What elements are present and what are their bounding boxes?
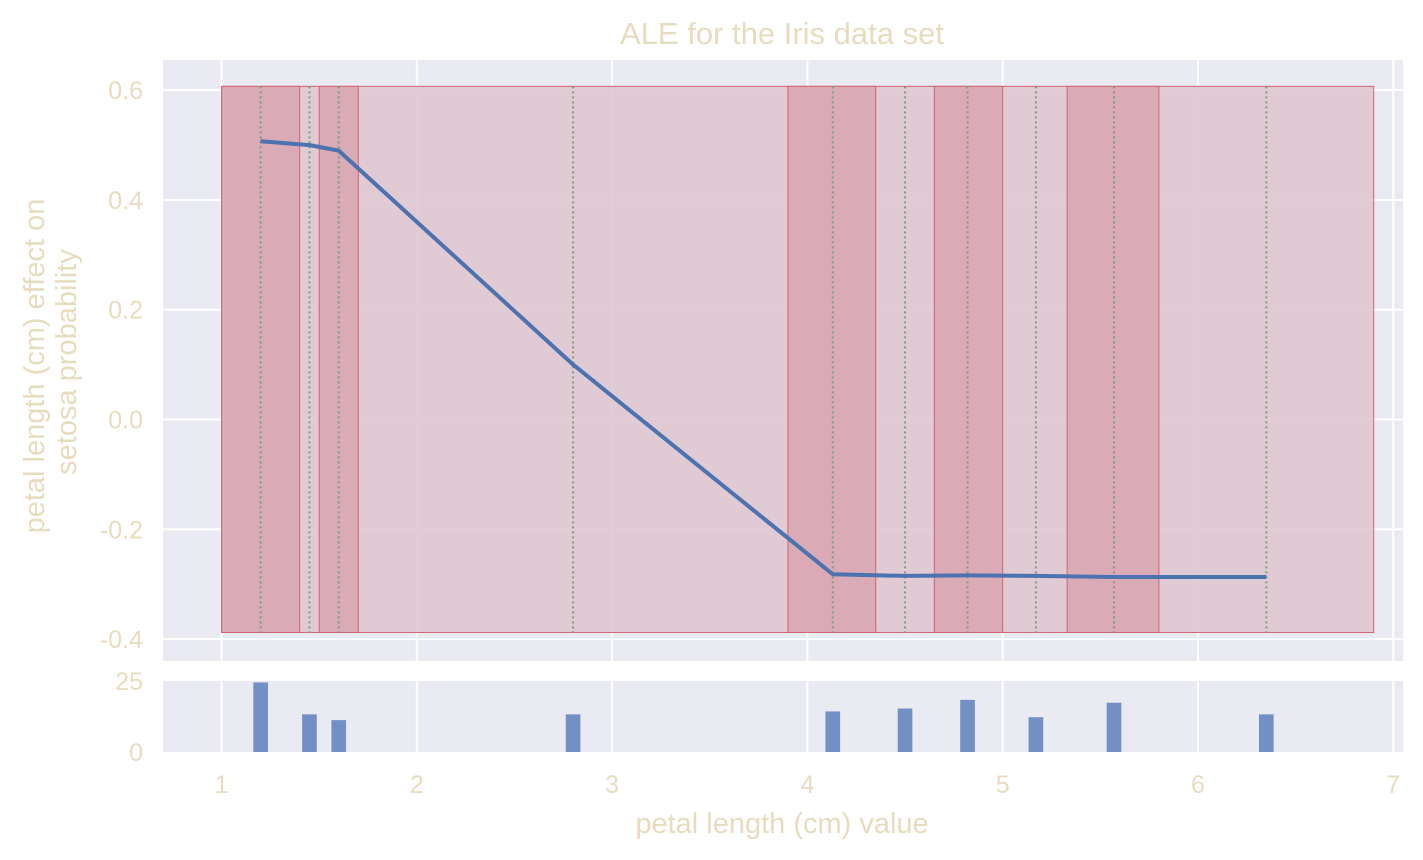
- histogram-bar: [825, 711, 841, 752]
- x-tick-labels: 1 2 3 4 5 6 7: [215, 771, 1401, 799]
- y-tick-label: -0.2: [100, 516, 143, 544]
- histogram-bar: [302, 714, 317, 752]
- x-tick-label: 3: [605, 771, 619, 799]
- y-tick-label: 0.4: [108, 187, 143, 215]
- x-tick-label: 2: [410, 771, 424, 799]
- histogram-bar: [960, 699, 975, 752]
- x-tick-label: 7: [1386, 771, 1400, 799]
- histogram-y-tick-labels: 0 25: [115, 668, 143, 767]
- histogram-bar: [1106, 702, 1122, 752]
- ale-plot-panel: [163, 60, 1403, 661]
- hist-y-tick-label: 0: [129, 739, 143, 767]
- histogram-bar: [1258, 714, 1274, 752]
- x-tick-label: 4: [800, 771, 814, 799]
- y-tick-label: 0.6: [108, 77, 143, 105]
- y-axis-label: petal length (cm) effect on setosa proba…: [19, 191, 83, 534]
- y-tick-label: 0.2: [108, 297, 143, 325]
- y-tick-label: -0.4: [100, 626, 143, 654]
- ale-y-tick-labels: -0.4 -0.2 0.0 0.2 0.4 0.6: [100, 77, 143, 654]
- histogram-background: [163, 681, 1403, 752]
- histogram-grid: [220, 681, 1395, 752]
- histogram-bars: [253, 682, 1274, 752]
- histogram-bar: [565, 714, 581, 752]
- x-tick-label: 5: [996, 771, 1010, 799]
- chart-title: ALE for the Iris data set: [620, 16, 944, 51]
- y-axis-label-line-1: petal length (cm) effect on: [19, 199, 51, 534]
- ale-curve: [260, 139, 1267, 579]
- x-tick-label: 6: [1191, 771, 1205, 799]
- hist-y-tick-label: 25: [115, 668, 143, 696]
- histogram-bar: [897, 708, 913, 752]
- histogram-bar: [331, 720, 347, 752]
- y-axis-label-line-2: setosa probability: [51, 249, 83, 475]
- bin-center-markers: [259, 86, 1268, 633]
- y-tick-label: 0.0: [108, 407, 143, 435]
- x-tick-label: 1: [215, 771, 229, 799]
- histogram-bar: [253, 682, 268, 752]
- histogram-bar: [1028, 717, 1044, 752]
- histogram-panel: [163, 681, 1403, 752]
- confidence-intervals: [221, 85, 1375, 633]
- x-axis-label: petal length (cm) value: [635, 808, 928, 840]
